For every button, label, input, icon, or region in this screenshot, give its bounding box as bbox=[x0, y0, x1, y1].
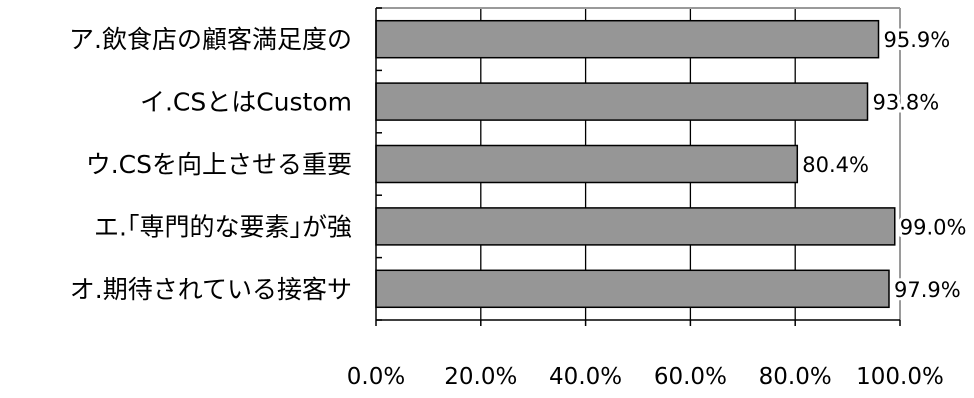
data-label: 95.9% bbox=[884, 28, 951, 52]
category-label: エ.｢専門的な要素｣が強 bbox=[94, 212, 352, 241]
category-label: イ.CSとはCustom bbox=[140, 88, 352, 117]
category-label: オ.期待されている接客サ bbox=[70, 275, 352, 304]
tick-label: 40.0% bbox=[549, 364, 622, 390]
value-axis: 0.0% 20.0% 40.0% 60.0% 80.0% 100.0% bbox=[347, 7, 944, 390]
bar bbox=[375, 269, 890, 309]
data-label: 99.0% bbox=[900, 215, 967, 239]
tick-label: 0.0% bbox=[347, 364, 405, 390]
category-label: ア.飲食店の顧客満足度の bbox=[69, 25, 352, 54]
tick-label: 100.0% bbox=[856, 364, 944, 390]
data-label: 93.8% bbox=[873, 91, 940, 115]
tick-label: 60.0% bbox=[654, 364, 727, 390]
bar bbox=[375, 19, 880, 59]
data-label: 97.9% bbox=[894, 278, 961, 302]
bar bbox=[375, 82, 869, 121]
bar bbox=[375, 207, 896, 246]
data-label: 80.4% bbox=[802, 153, 869, 177]
category-label: ウ.CSを向上させる重要 bbox=[86, 150, 352, 179]
bars: 95.9% 93.8% 80.4% 99.0% 97.9% bbox=[375, 19, 969, 309]
tick-label: 80.0% bbox=[759, 364, 832, 390]
tick-label: 20.0% bbox=[444, 364, 517, 390]
bar bbox=[375, 144, 799, 184]
